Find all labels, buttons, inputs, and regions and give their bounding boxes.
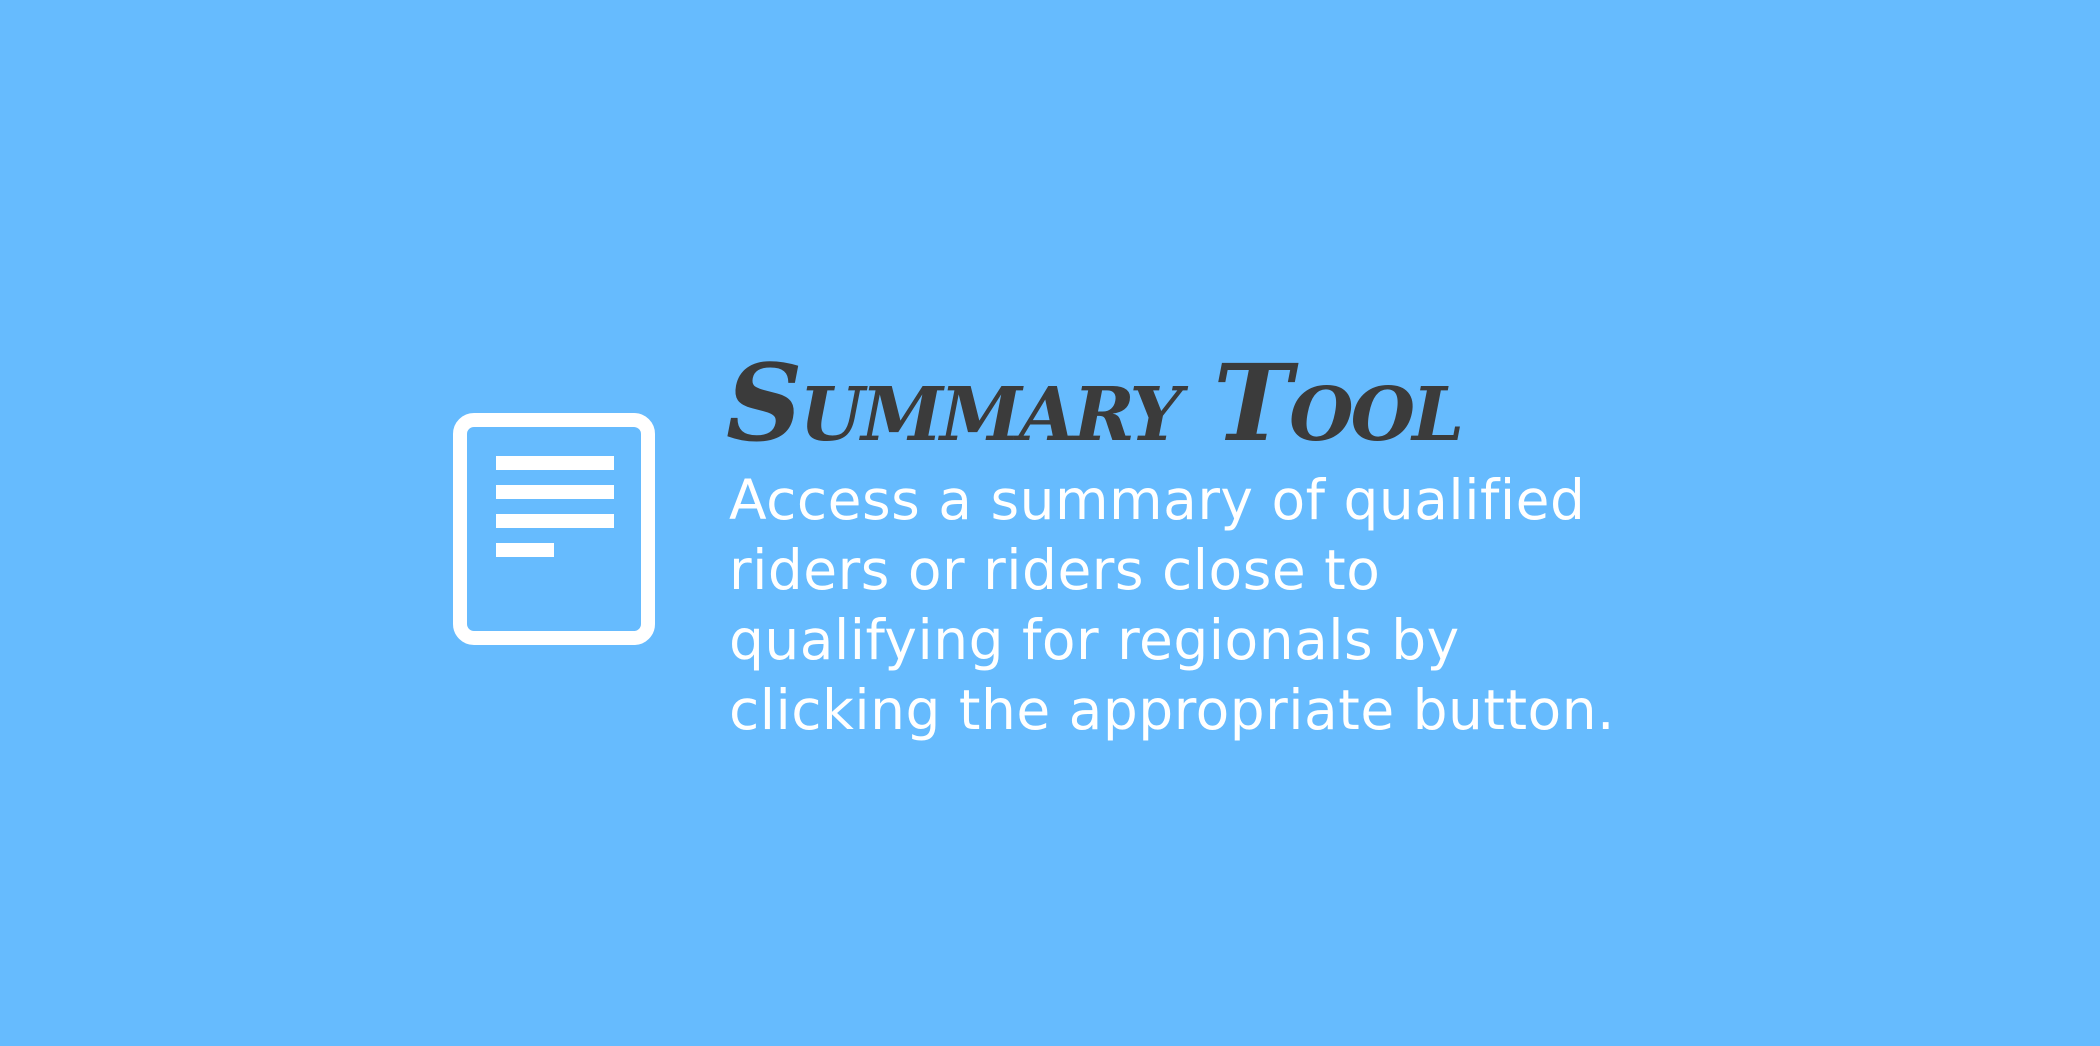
page-title: Summary Tool	[726, 340, 1464, 465]
description-text: Access a summary of qualified riders or …	[729, 468, 1616, 742]
document-icon	[453, 413, 655, 645]
